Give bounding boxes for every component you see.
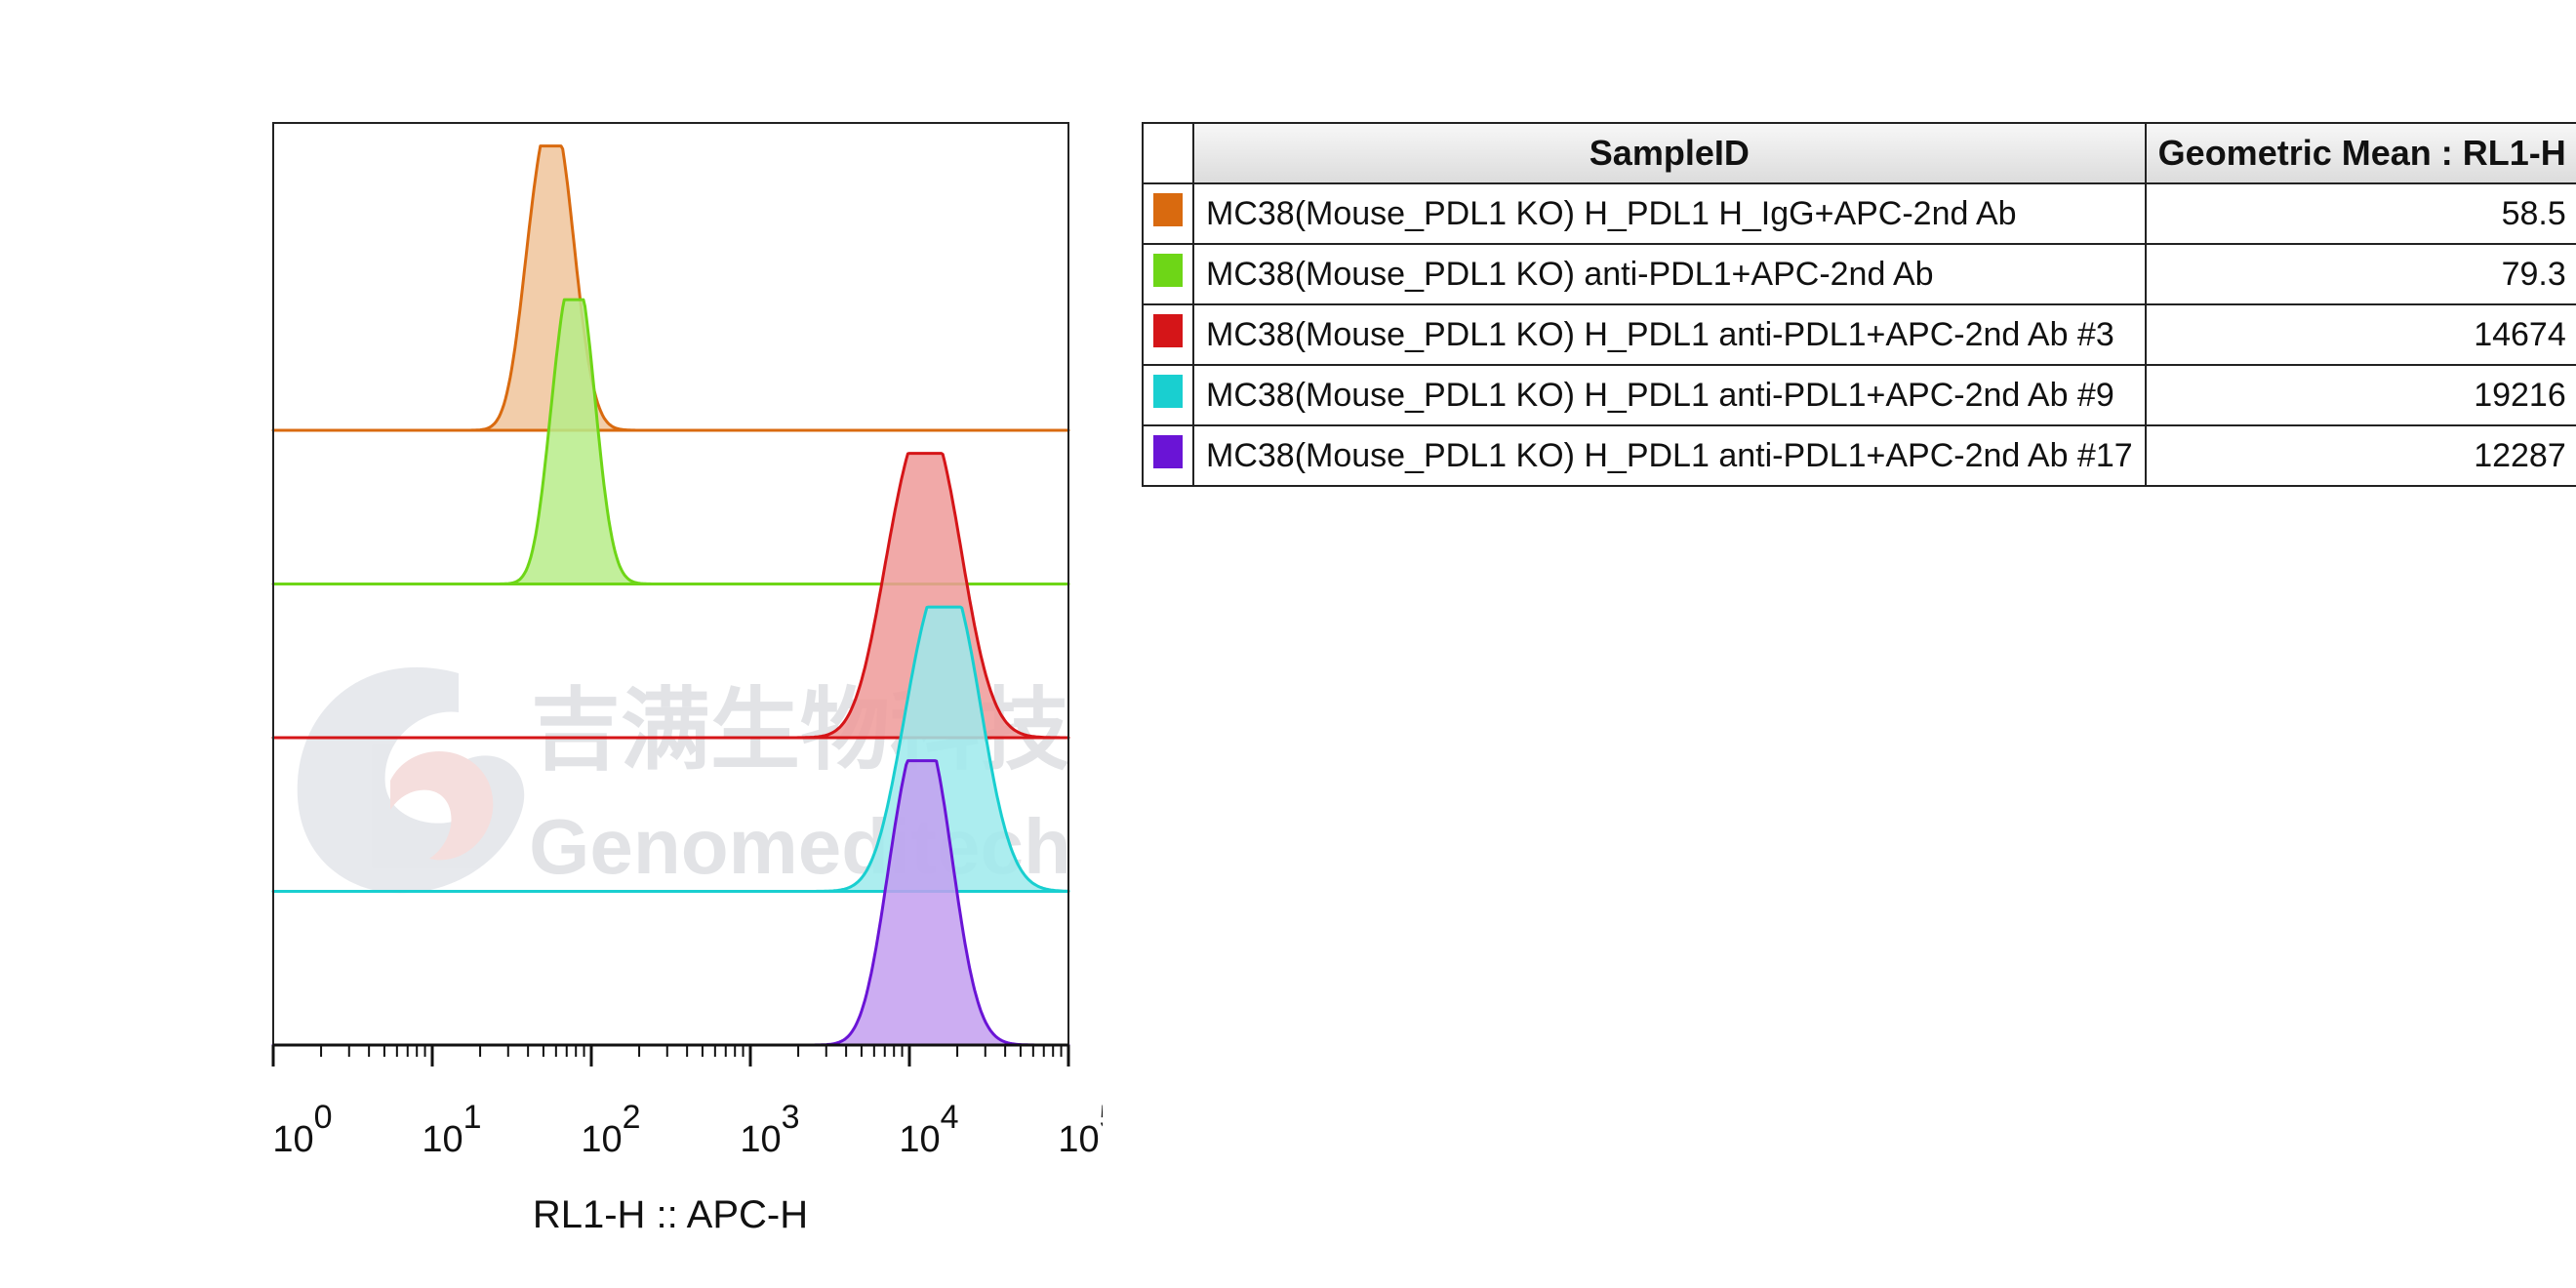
x-tick-label: 105 (1058, 1099, 1103, 1160)
histogram-series-1 (271, 144, 1070, 432)
legend-sample-id: MC38(Mouse_PDL1 KO) H_PDL1 anti-PDL1+APC… (1192, 424, 2147, 487)
legend-row: MC38(Mouse_PDL1 KO) H_PDL1 anti-PDL1+APC… (1142, 303, 2576, 366)
legend-geo-mean: 58.5 (2144, 182, 2576, 245)
histogram-traces (271, 144, 1070, 1047)
legend-row: MC38(Mouse_PDL1 KO) H_PDL1 H_IgG+APC-2nd… (1142, 182, 2576, 245)
legend-table: SampleID Geometric Mean : RL1-H MC38(Mou… (1142, 122, 2576, 487)
legend-header-row: SampleID Geometric Mean : RL1-H (1142, 122, 2576, 184)
watermark-logo-swirl (390, 751, 494, 861)
histogram-series-4 (271, 605, 1070, 893)
watermark-logo-mark (297, 666, 525, 894)
legend-geo-mean: 14674 (2144, 303, 2576, 366)
legend-geo-mean: 19216 (2144, 364, 2576, 426)
legend-row: MC38(Mouse_PDL1 KO) H_PDL1 anti-PDL1+APC… (1142, 424, 2576, 487)
legend-row: MC38(Mouse_PDL1 KO) H_PDL1 anti-PDL1+APC… (1142, 364, 2576, 426)
x-tick-label: 102 (581, 1099, 640, 1160)
legend-swatch-cell (1142, 303, 1194, 366)
legend-sample-id: MC38(Mouse_PDL1 KO) H_PDL1 anti-PDL1+APC… (1192, 303, 2147, 366)
x-tick-label: 104 (899, 1099, 958, 1160)
x-axis-label: RL1-H :: APC-H (533, 1193, 808, 1236)
legend-swatch-cell (1142, 243, 1194, 305)
x-axis (271, 1043, 1070, 1067)
legend-geo-mean: 12287 (2144, 424, 2576, 487)
legend-swatch (1153, 253, 1183, 287)
legend-sample-id: MC38(Mouse_PDL1 KO) anti-PDL1+APC-2nd Ab (1192, 243, 2147, 305)
legend-sample-id: MC38(Mouse_PDL1 KO) H_PDL1 H_IgG+APC-2nd… (1192, 182, 2147, 245)
legend-body: MC38(Mouse_PDL1 KO) H_PDL1 H_IgG+APC-2nd… (1142, 182, 2576, 487)
legend-swatch (1153, 313, 1183, 347)
legend-swatch (1153, 434, 1183, 468)
histogram-series-3 (271, 452, 1070, 740)
swatch-header (1142, 122, 1194, 184)
geo-mean-header: Geometric Mean : RL1-H (2144, 122, 2576, 184)
legend-swatch-cell (1142, 364, 1194, 426)
x-tick-labels: 100 101 102 103 104 105 (272, 1099, 1103, 1160)
legend-swatch-cell (1142, 182, 1194, 245)
x-tick-label: 101 (422, 1099, 481, 1160)
legend-swatch-cell (1142, 424, 1194, 487)
sample-id-header: SampleID (1192, 122, 2147, 184)
legend-swatch (1153, 192, 1183, 226)
legend-geo-mean: 79.3 (2144, 243, 2576, 305)
histogram-svg: 吉满生物科技 Genomeditech 100101102103104105 R… (271, 122, 1103, 1236)
histogram-chart: 吉满生物科技 Genomeditech 100101102103104105 R… (0, 0, 1103, 1288)
x-tick-label: 100 (272, 1099, 332, 1160)
legend-row: MC38(Mouse_PDL1 KO) anti-PDL1+APC-2nd Ab… (1142, 243, 2576, 305)
legend-swatch (1153, 374, 1183, 408)
x-tick-label: 103 (740, 1099, 799, 1160)
legend-sample-id: MC38(Mouse_PDL1 KO) H_PDL1 anti-PDL1+APC… (1192, 364, 2147, 426)
